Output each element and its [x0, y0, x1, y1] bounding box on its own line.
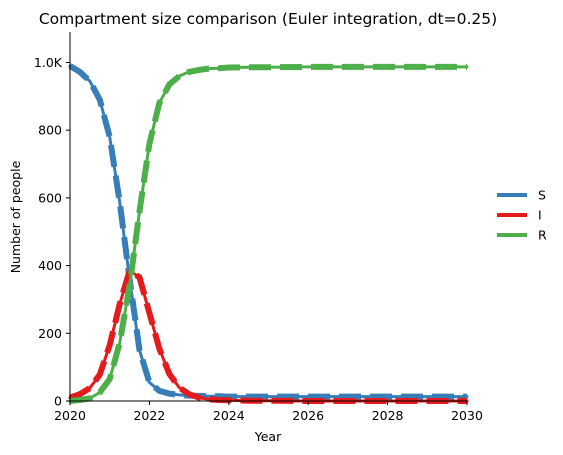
x-tick-label: 2028 [372, 408, 404, 423]
series-line-s [68, 64, 469, 399]
x-tick-label: 2020 [54, 408, 86, 423]
x-tick-label: 2024 [213, 408, 245, 423]
y-tick-label: 1.0K [34, 55, 63, 70]
series-line-r [68, 65, 469, 403]
legend: SIR [497, 188, 547, 243]
series-line-dashed-r [69, 63, 467, 404]
x-tick-label: 2026 [292, 408, 324, 423]
y-tick-label: 200 [38, 326, 62, 341]
x-axis-label: Year [254, 429, 282, 444]
y-tick-label: 600 [38, 190, 62, 205]
y-tick-label: 400 [38, 258, 62, 273]
chart-title: Compartment size comparison (Euler integ… [39, 10, 497, 28]
y-tick-label: 0 [54, 394, 62, 409]
x-tick-label: 2022 [133, 408, 165, 423]
y-axis-ticks: 0 200 400 600 800 1.0K [34, 55, 70, 409]
y-tick-label: 800 [38, 123, 62, 138]
legend-label-r: R [538, 228, 547, 243]
y-axis-label: Number of people [8, 160, 23, 273]
series-line-dashed-s [68, 63, 467, 400]
x-tick-label: 2030 [451, 408, 483, 423]
x-axis-ticks: 2020 2022 2024 2026 2028 2030 [54, 401, 483, 423]
legend-label-s: S [538, 188, 546, 203]
legend-label-i: I [538, 208, 542, 223]
plot-lines [68, 63, 469, 404]
